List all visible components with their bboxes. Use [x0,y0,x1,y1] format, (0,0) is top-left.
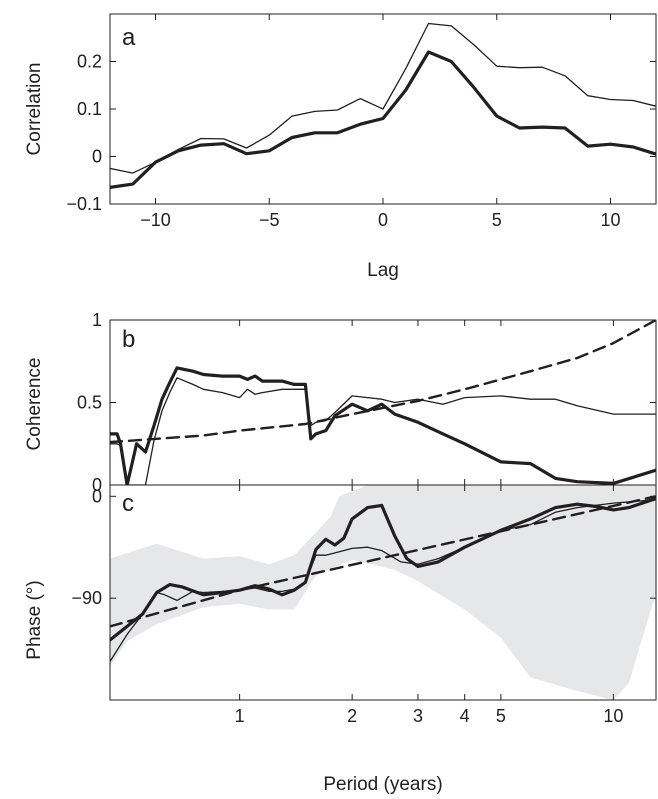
panel-b-plot-area [110,320,656,485]
panel-a-xtick-label: 10 [600,210,620,230]
panel-a-ytick-label: 0.2 [77,52,102,72]
panel-a-xlabel: Lag [367,260,399,281]
panel-b: 00.51 b Coherence [24,310,657,495]
panel-a-plot-area [110,22,656,189]
panel-b-ytick-label: 1 [92,310,102,330]
panel-a-xtick-label: 0 [378,210,388,230]
panel-b-ytick-label: 0 [92,475,102,495]
panel-b-ylabel: Coherence [24,358,45,451]
panel-c-xtick-label: 5 [496,706,506,726]
panel-a-ytick-label: 0 [92,147,102,167]
panel-a-series-thin-line [110,22,656,174]
panel-b-ticks: 00.51 [77,310,656,495]
panel-c-ytick-label: 0 [92,486,102,506]
panel-c-xtick-label: 1 [235,706,245,726]
panel-c-ylabel: Phase (°) [24,580,45,659]
panel-b-series-dashed-line [110,320,656,444]
panel-c-xtick-label: 3 [413,706,423,726]
panel-a: −10 −5 0 5 10 −0.1 0 0.1 0.2 a Lag Correlation [24,13,657,281]
panel-a-ylabel: Correlation [24,63,45,156]
panel-a-xtick-label: −10 [140,210,171,230]
panel-b-series-thick-line [110,366,656,485]
panel-c-plot-area [110,485,656,700]
panel-b-letter: b [122,326,135,353]
panel-c-ticks: −90 0 1 2 3 4 5 10 [71,485,656,726]
panel-b-frame [109,319,657,486]
panel-c-frame [109,484,657,701]
panel-a-series-thick-line [110,50,656,189]
panel-b-ytick-label: 0.5 [77,393,102,413]
panel-c-letter: c [122,490,134,517]
panel-a-xtick-label: 5 [492,210,502,230]
panel-a-xtick-label: −5 [259,210,280,230]
panel-c-series-thick-line [110,497,656,642]
panel-c-xtick-label: 4 [460,706,470,726]
panel-c-series-dashed-line [110,495,656,628]
panel-a-ticks: −10 −5 0 5 10 −0.1 0 0.1 0.2 [66,14,656,230]
panel-c-xlabel: Period (years) [323,774,442,795]
panel-a-letter: a [122,24,136,51]
panel-c-ytick-label: −90 [71,588,102,608]
panel-a-ytick-label: 0.1 [77,99,102,119]
panel-c: −90 0 1 2 3 4 5 10 c Period (years) Phase (°) [24,484,657,795]
panel-c-xtick-label: 2 [347,706,357,726]
panel-b-series-thin-line [110,377,656,485]
panel-c-confidence-band [110,485,656,700]
panel-a-ytick-label: −0.1 [66,194,102,214]
panel-c-xtick-label: 10 [603,706,623,726]
